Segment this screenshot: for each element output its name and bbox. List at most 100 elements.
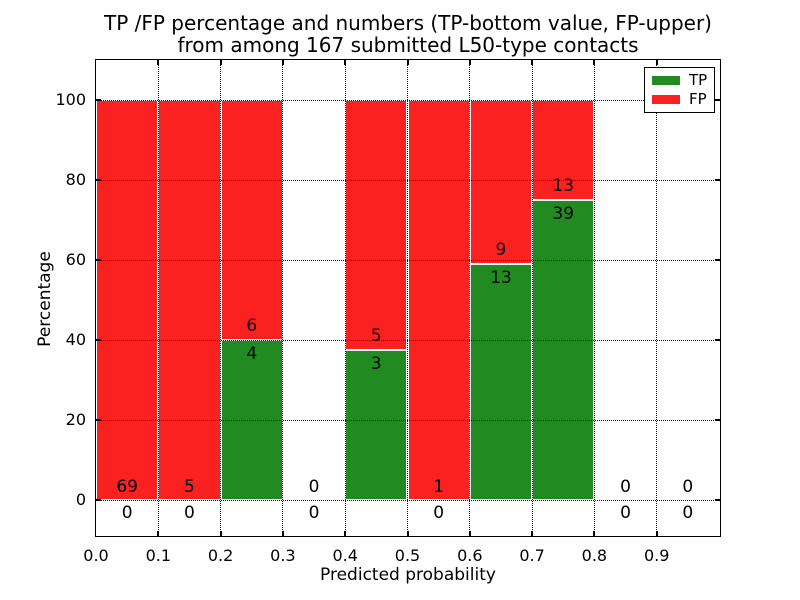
tp-count-label: 3 (370, 354, 382, 374)
vertical-gridline (407, 60, 408, 536)
y-tick-mark (96, 179, 101, 181)
x-tick-mark (281, 531, 284, 536)
x-tick-label: 0.7 (519, 546, 545, 565)
chart-title-line1: TP /FP percentage and numbers (TP-bottom… (104, 11, 712, 35)
bar-segment-fp (469, 100, 533, 264)
x-tick-mark (593, 531, 596, 536)
legend-swatch-tp-icon (652, 75, 680, 85)
tp-count-label: 4 (246, 344, 258, 364)
x-tick-mark (344, 531, 347, 536)
x-tick-label: 0.4 (332, 546, 358, 565)
x-tick-label: 0.1 (145, 546, 172, 565)
y-tick-mark (96, 339, 101, 341)
tp-count-label: 0 (620, 503, 631, 523)
x-tick-mark (531, 60, 534, 65)
x-tick-mark (655, 60, 658, 65)
fp-count-label: 13 (552, 176, 575, 196)
legend: TP FP (644, 67, 715, 113)
y-tick-label: 100 (55, 90, 86, 109)
bar-segment-tp (469, 263, 533, 500)
x-tick-mark (406, 531, 409, 536)
x-tick-mark (468, 60, 471, 65)
y-tick-mark (96, 419, 101, 421)
fp-count-label: 5 (184, 477, 195, 497)
x-tick-label: 0.3 (270, 546, 296, 565)
x-tick-mark (406, 60, 409, 65)
y-tick-mark (715, 99, 720, 101)
y-tick-label: 60 (65, 250, 86, 269)
fp-count-label: 6 (246, 316, 258, 336)
x-tick-label: 0.2 (207, 546, 234, 565)
y-tick-mark (96, 499, 101, 501)
horizontal-gridline (96, 259, 720, 261)
horizontal-gridline (96, 99, 720, 101)
x-tick-mark (344, 60, 347, 65)
x-tick-mark (468, 531, 471, 536)
y-tick-label: 80 (65, 170, 86, 189)
x-tick-mark (157, 60, 160, 65)
bar-segment-fp (532, 100, 595, 200)
x-tick-label: 0.9 (643, 546, 670, 565)
tp-count-label: 0 (121, 503, 133, 523)
y-tick-mark (715, 339, 720, 341)
bar-segment-tp (345, 350, 408, 500)
x-tick-mark (219, 531, 222, 536)
fp-count-label: 1 (433, 477, 445, 497)
vertical-gridline (157, 60, 159, 536)
fp-count-label: 9 (495, 239, 507, 260)
vertical-gridline (469, 60, 471, 536)
y-tick-label: 20 (65, 410, 86, 429)
x-tick-mark (157, 531, 160, 536)
x-tick-label: 0.8 (581, 546, 608, 565)
vertical-gridline (531, 60, 533, 536)
legend-item-fp: FP (652, 92, 714, 107)
y-tick-mark (715, 419, 720, 421)
legend-label-tp: TP (689, 70, 708, 89)
fp-count-label: 0 (308, 477, 320, 497)
bar-segment-fp (220, 100, 283, 340)
bar-segment-fp (345, 100, 408, 350)
x-tick-mark (655, 531, 658, 536)
y-tick-mark (96, 259, 101, 261)
bar-segment-tp (532, 200, 595, 500)
tp-count-label: 0 (433, 503, 445, 523)
x-tick-mark (219, 60, 222, 65)
fp-count-label: 0 (620, 477, 631, 497)
vertical-gridline (282, 60, 284, 536)
vertical-gridline (656, 60, 658, 536)
bar-segment-fp (96, 100, 159, 500)
bar-segment-fp (158, 100, 221, 500)
x-tick-mark (531, 531, 534, 536)
y-tick-label: 40 (65, 330, 86, 349)
x-tick-label: 0.5 (394, 546, 421, 565)
y-tick-mark (96, 99, 101, 101)
horizontal-gridline (96, 179, 720, 181)
x-tick-label: 0.6 (457, 546, 483, 565)
tp-count-label: 0 (308, 503, 320, 523)
bar-segment-fp (407, 100, 470, 500)
y-tick-label: 0 (75, 490, 86, 509)
fp-count-label: 0 (682, 477, 694, 497)
horizontal-gridline (96, 499, 720, 501)
y-tick-mark (715, 259, 720, 261)
fp-count-label: 5 (370, 326, 382, 346)
tp-count-label: 13 (490, 267, 512, 288)
vertical-gridline (220, 60, 222, 536)
plot-area: TP FP 69 0 5 0 6 4 0 0 5 3 1 0 9 13 13 39 0 0 0 0 (95, 59, 721, 537)
x-tick-mark (281, 60, 284, 65)
vertical-gridline (344, 60, 346, 536)
vertical-gridline (593, 60, 595, 536)
y-tick-mark (715, 179, 720, 181)
chart-title: TP /FP percentage and numbers (TP-bottom… (96, 12, 720, 56)
legend-item-tp: TP (652, 70, 714, 89)
horizontal-gridline (96, 419, 720, 421)
chart-title-line2: from among 167 submitted L50-type contac… (177, 33, 639, 57)
legend-label-fp: FP (689, 90, 707, 109)
legend-swatch-fp-icon (652, 95, 680, 105)
x-tick-label: 0.0 (83, 546, 109, 565)
tp-count-label: 0 (184, 503, 195, 523)
x-axis-label: Predicted probability (320, 565, 496, 585)
x-tick-mark (593, 60, 596, 65)
fp-count-label: 69 (116, 477, 138, 497)
